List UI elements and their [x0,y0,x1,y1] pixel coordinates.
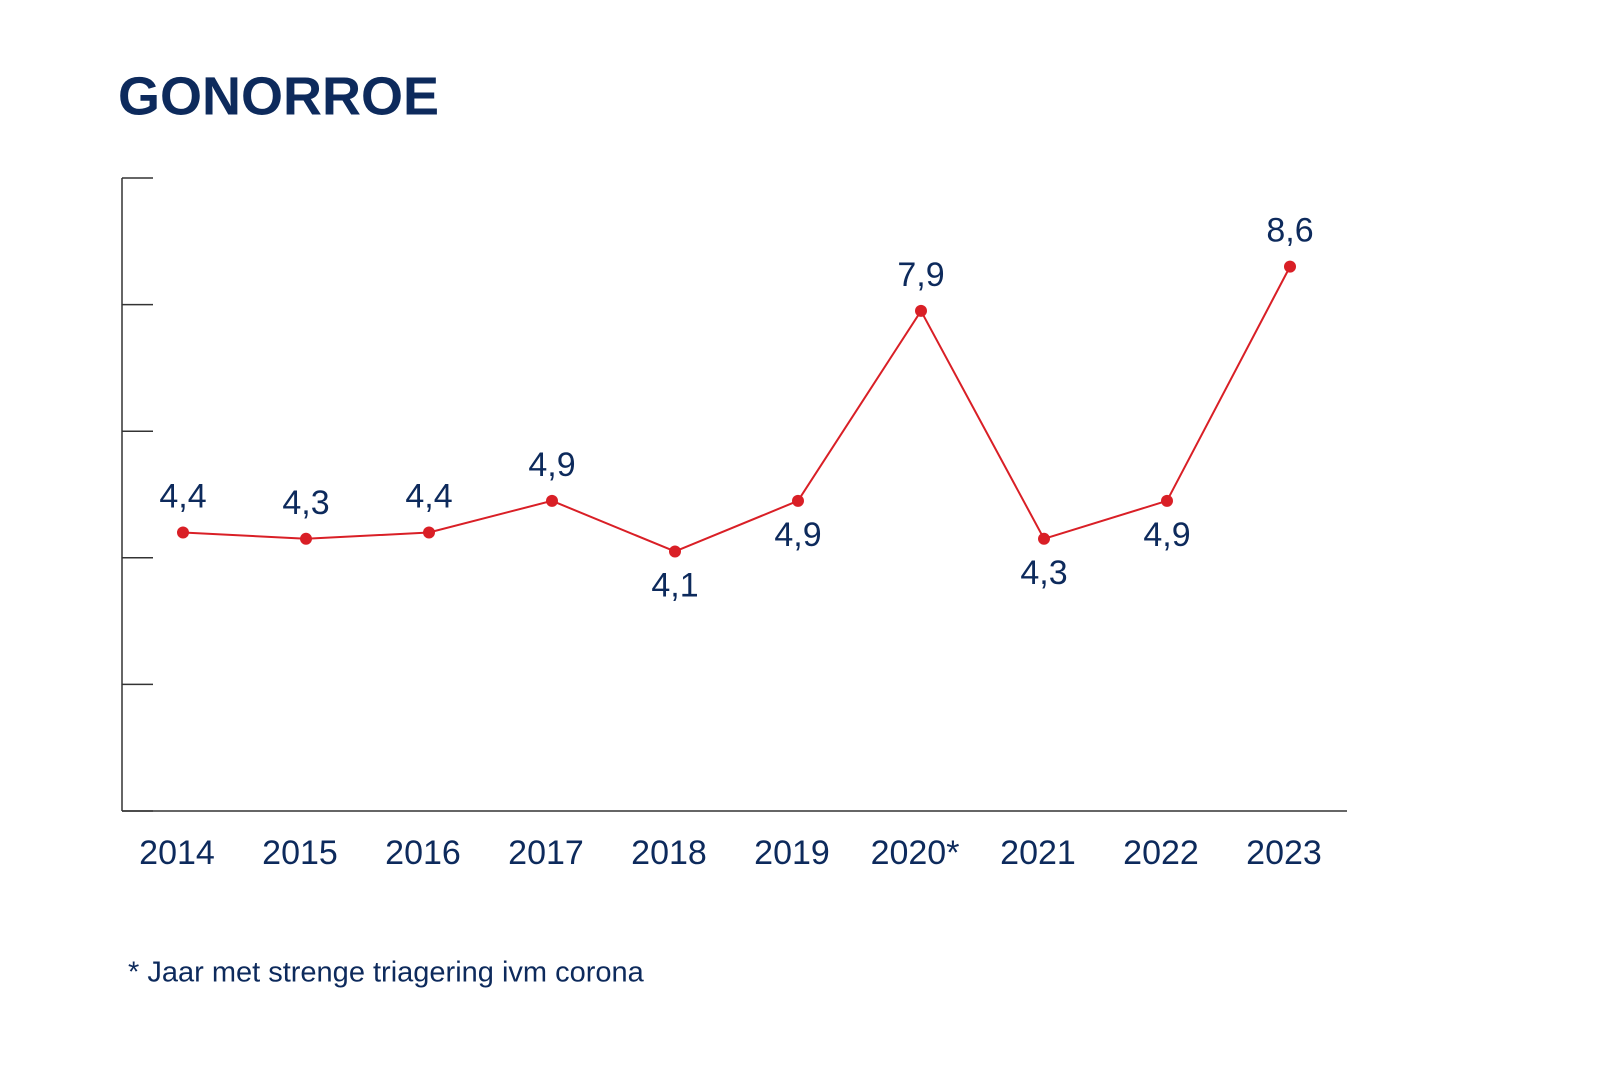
x-tick-label: 2020* [871,834,960,872]
data-label: 4,3 [1020,554,1067,592]
data-label: 4,4 [159,477,206,515]
point [546,494,558,507]
data-label: 4,9 [774,516,821,554]
data-label: 4,1 [651,566,698,604]
point [300,532,312,545]
x-tick-label: 2023 [1246,834,1322,872]
data-label: 4,4 [405,477,452,515]
data-label: 8,6 [1266,212,1313,250]
point [1284,260,1296,273]
x-tick-label: 2018 [631,834,707,872]
point [1161,494,1173,507]
point [423,526,435,539]
x-tick-label: 2019 [754,834,830,872]
x-tick-label: 2016 [385,834,461,872]
data-label: 4,9 [1143,516,1190,554]
chart-title: GONORROE [118,66,439,126]
point [1038,532,1050,545]
data-label: 4,9 [528,446,575,484]
line [182,266,1291,553]
point [792,494,804,507]
data-label: 7,9 [897,256,944,294]
x-tick-label: 2017 [508,834,584,872]
footnote: * Jaar met strenge triagering ivm corona [128,957,645,989]
point [669,545,681,558]
x-tick-label: 2021 [1000,834,1076,872]
x-tick-label: 2014 [139,834,215,872]
x-tick-label: 2022 [1123,834,1199,872]
x-tick-label: 2015 [262,834,338,872]
data-label: 4,3 [282,484,329,522]
point [915,304,927,317]
point [177,526,189,539]
